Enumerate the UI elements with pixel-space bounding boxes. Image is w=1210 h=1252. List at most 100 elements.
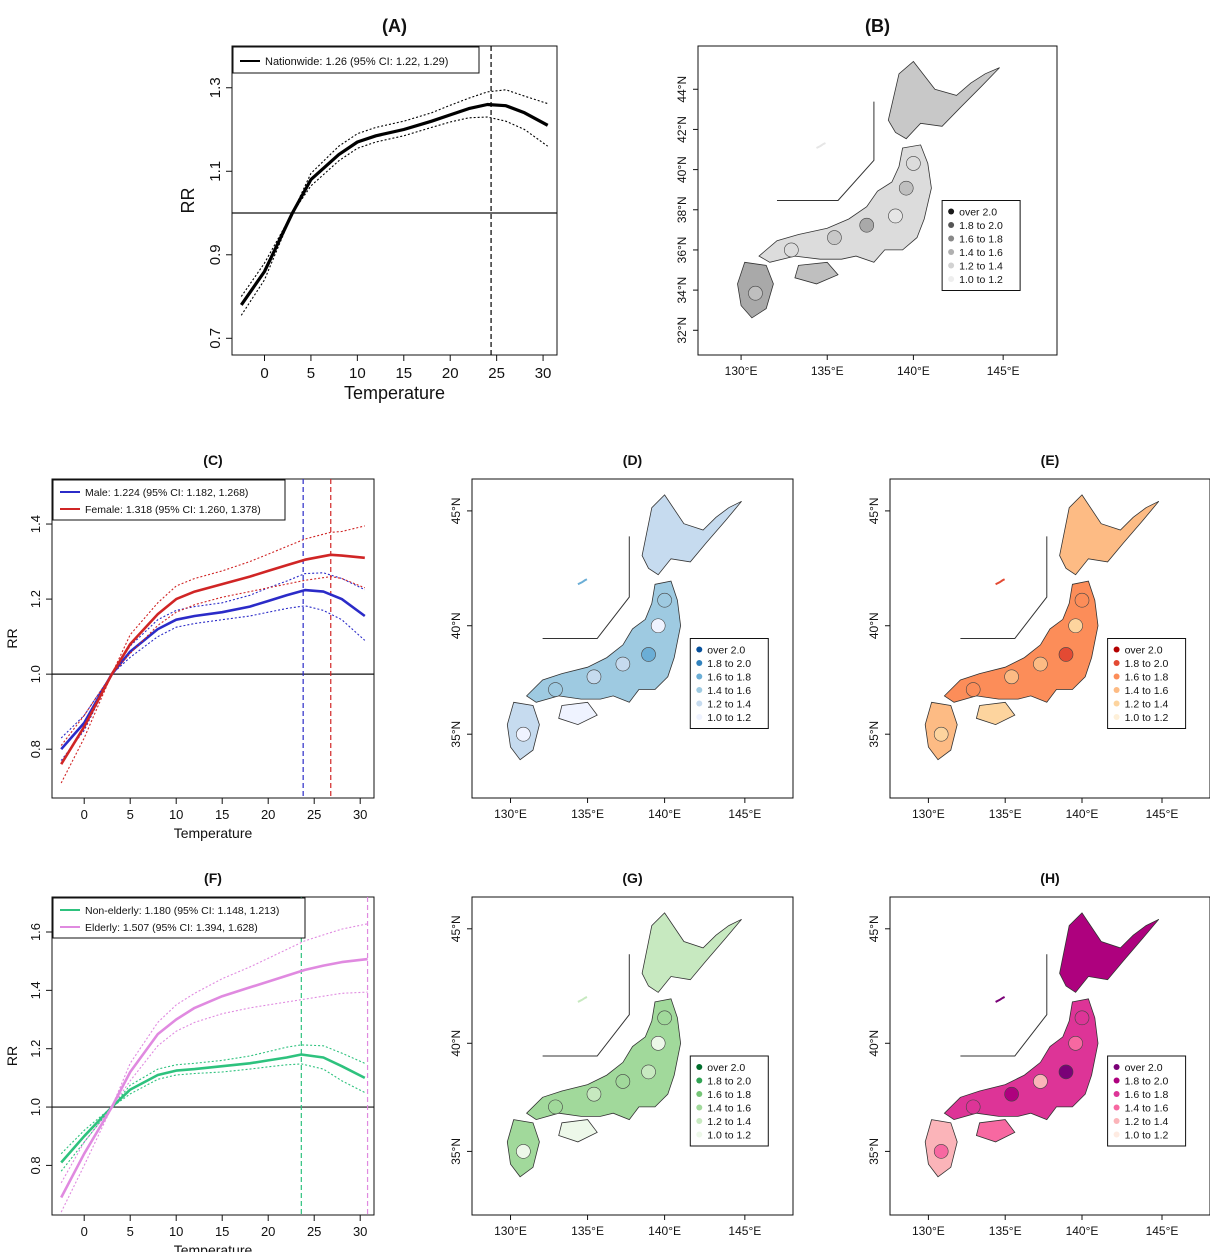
map-g: (G) 130°E 135°E 140°E 145°E 35°N 40°N 45°N over … xyxy=(449,870,793,1238)
panel-a-y-tick-label: 0.9 xyxy=(207,244,224,265)
panel-c-x-tick-label: 20 xyxy=(261,807,275,822)
panel-f-x-tick-label: 20 xyxy=(261,1224,275,1239)
map-h-legend-dot xyxy=(1114,1132,1120,1138)
panel-f-series-1-ci-lower xyxy=(61,992,367,1212)
map-e-legend-dot xyxy=(1114,701,1120,707)
map-b-legend-entry: 1.6 to 1.8 xyxy=(959,234,1003,246)
map-b-y-tick-label: 32°N xyxy=(675,317,689,344)
map-d-legend-dot xyxy=(696,687,702,693)
map-h-legend-entry: 1.0 to 1.2 xyxy=(1125,1130,1169,1142)
map-b-legend-entry: 1.2 to 1.4 xyxy=(959,261,1003,273)
map-d-prefecture-accent xyxy=(658,593,672,607)
panel-c-series-0-line xyxy=(61,590,365,749)
map-e-y-tick-label: 45°N xyxy=(867,497,881,524)
map-e-y-tick-label: 35°N xyxy=(867,721,881,748)
map-g-legend-entry: 1.2 to 1.4 xyxy=(707,1116,751,1128)
map-d-legend-dot xyxy=(696,714,702,720)
map-b-prefecture-accent xyxy=(860,218,874,232)
map-g-prefecture-accent xyxy=(651,1036,665,1050)
map-h-prefecture-accent xyxy=(934,1144,948,1158)
map-b-y-tick-label: 36°N xyxy=(675,237,689,264)
map-d-legend-entry: 1.2 to 1.4 xyxy=(707,699,751,711)
map-g-legend-dot xyxy=(696,1105,702,1111)
map-h-legend-entry: 1.4 to 1.6 xyxy=(1125,1103,1169,1115)
map-h-prefecture-accent xyxy=(1059,1065,1073,1079)
map-d-y-tick-label: 40°N xyxy=(449,612,463,639)
map-g-y-tick-label: 35°N xyxy=(449,1138,463,1165)
panel-a-y-tick-label: 0.7 xyxy=(207,328,224,349)
panel-a-legend-entry: Nationwide: 1.26 (95% CI: 1.22, 1.29) xyxy=(265,56,448,68)
map-d-x-tick-label: 145°E xyxy=(728,807,761,821)
map-d-legend-entry: 1.4 to 1.6 xyxy=(707,685,751,697)
map-b-y-tick-label: 42°N xyxy=(675,116,689,143)
map-h-legend-dot xyxy=(1114,1105,1120,1111)
panel-f-x-tick-label: 10 xyxy=(169,1224,183,1239)
map-d-prefecture-accent xyxy=(587,670,601,684)
panel-a-series-0-ci-lower xyxy=(241,117,547,315)
map-h-y-tick-label: 35°N xyxy=(867,1138,881,1165)
panel-a-x-tick-label: 0 xyxy=(260,365,268,382)
map-g-x-tick-label: 135°E xyxy=(571,1224,604,1238)
panel-a-plot-frame xyxy=(232,46,557,355)
map-g-y-tick-label: 40°N xyxy=(449,1030,463,1057)
map-g-legend: over 2.01.8 to 2.01.6 to 1.81.4 to 1.61.… xyxy=(690,1056,768,1146)
map-b-legend-dot xyxy=(948,209,954,215)
panel-c-series-0-ci-upper xyxy=(61,573,365,738)
map-b-prefecture-accent xyxy=(906,156,920,170)
map-b-title: (B) xyxy=(865,16,890,36)
map-h-x-tick-label: 140°E xyxy=(1066,1224,1099,1238)
map-h-legend-dot xyxy=(1114,1078,1120,1084)
panel-f-y-axis-label: RR xyxy=(4,1046,20,1066)
map-b-legend-entry: 1.4 to 1.6 xyxy=(959,247,1003,259)
map-d-legend-dot xyxy=(696,674,702,680)
map-g-legend-entry: over 2.0 xyxy=(707,1062,745,1074)
panel-a-x-tick-label: 20 xyxy=(442,365,459,382)
map-e-legend-entry: 1.8 to 2.0 xyxy=(1125,658,1169,670)
map-b-legend-dot xyxy=(948,263,954,269)
map-h-x-tick-label: 135°E xyxy=(989,1224,1022,1238)
panel-f-y-tick-label: 1.4 xyxy=(28,981,43,999)
map-e-prefecture-accent xyxy=(1075,593,1089,607)
map-e-legend-dot xyxy=(1114,647,1120,653)
panel-f-legend-entry: Non-elderly: 1.180 (95% CI: 1.148, 1.213… xyxy=(85,905,279,917)
map-d-legend-entry: 1.6 to 1.8 xyxy=(707,672,751,684)
panel-f-y-tick-label: 1.6 xyxy=(28,923,43,941)
map-h-prefecture-accent xyxy=(1075,1011,1089,1025)
panel-a-series-0-line xyxy=(241,105,547,305)
map-g-prefecture-accent xyxy=(548,1100,562,1114)
panel-f-legend: Non-elderly: 1.180 (95% CI: 1.148, 1.213… xyxy=(53,898,305,938)
panel-f-x-tick-label: 5 xyxy=(127,1224,134,1239)
map-h-y-tick-label: 40°N xyxy=(867,1030,881,1057)
map-d-legend-entry: 1.8 to 2.0 xyxy=(707,658,751,670)
panel-c-series-1-ci-lower xyxy=(61,577,365,783)
panel-c-y-tick-label: 0.8 xyxy=(28,740,43,758)
map-b-legend-entry: over 2.0 xyxy=(959,207,997,219)
map-h-title: (H) xyxy=(1040,870,1059,886)
panel-f-legend-entry: Elderly: 1.507 (95% CI: 1.394, 1.628) xyxy=(85,922,258,934)
panel-c-x-tick-label: 25 xyxy=(307,807,321,822)
map-e-x-tick-label: 145°E xyxy=(1146,807,1179,821)
panel-c-plot-frame xyxy=(52,479,374,798)
panel-f: (F)0 5 10 15 20 25 300.81.01.21.41.6Temperatur… xyxy=(4,870,374,1252)
map-d-prefecture-accent xyxy=(548,683,562,697)
map-b-y-tick-label: 34°N xyxy=(675,277,689,304)
map-g-legend-dot xyxy=(696,1118,702,1124)
map-h-y-tick-label: 45°N xyxy=(867,915,881,942)
map-b-legend-entry: 1.8 to 2.0 xyxy=(959,220,1003,232)
map-d-x-tick-label: 140°E xyxy=(648,807,681,821)
map-b-legend-dot xyxy=(948,236,954,242)
map-e-legend-entry: 1.2 to 1.4 xyxy=(1125,699,1169,711)
panel-f-x-tick-label: 15 xyxy=(215,1224,229,1239)
map-h-legend-entry: 1.2 to 1.4 xyxy=(1125,1116,1169,1128)
map-e-prefecture-accent xyxy=(934,727,948,741)
panel-c-x-tick-label: 15 xyxy=(215,807,229,822)
map-e-prefecture-accent xyxy=(1005,670,1019,684)
map-h: (H)130°E 135°E 140°E 145°E35°N40°N45°Nover … xyxy=(867,870,1210,1238)
map-e-prefecture-accent xyxy=(1059,647,1073,661)
map-d-title: (D) xyxy=(623,452,642,468)
panel-c-y-axis-label: RR xyxy=(4,628,20,648)
map-b-prefecture-accent xyxy=(748,286,762,300)
map-b-prefecture-accent xyxy=(888,209,902,223)
map-g-x-tick-label: 145°E xyxy=(728,1224,761,1238)
panel-f-x-tick-label: 25 xyxy=(307,1224,321,1239)
